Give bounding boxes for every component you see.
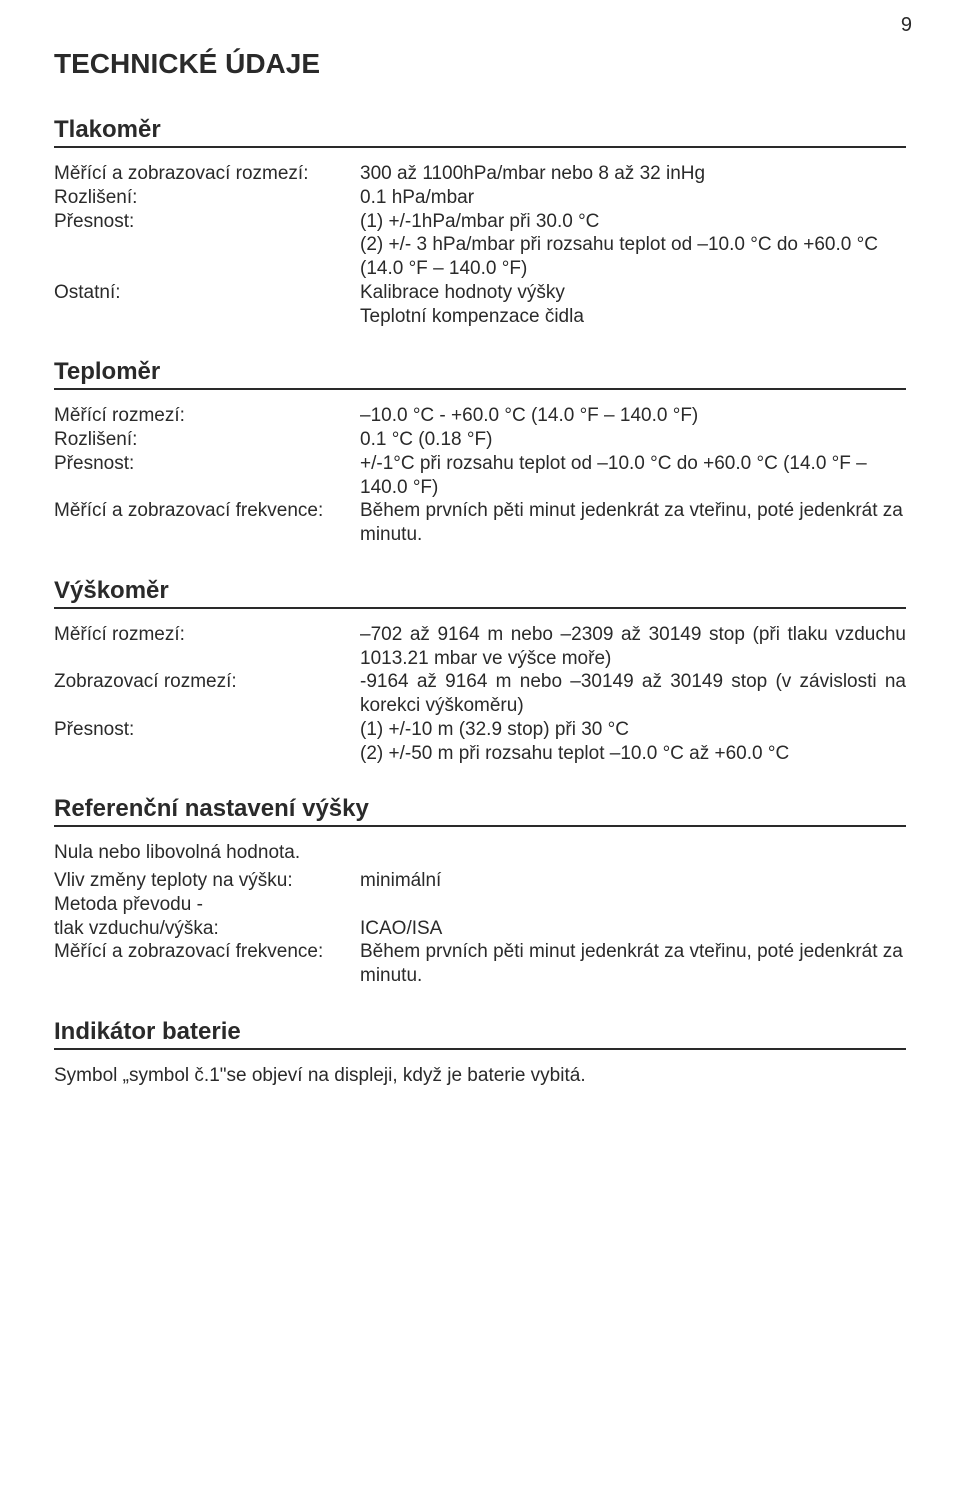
label: Ostatní:: [54, 281, 360, 305]
label-empty: [54, 233, 360, 281]
value: 300 až 1100hPa/mbar nebo 8 až 32 inHg: [360, 162, 906, 186]
value: minimální: [360, 869, 906, 893]
value: –10.0 °C - +60.0 °C (14.0 °F – 140.0 °F): [360, 404, 906, 428]
value: 0.1 hPa/mbar: [360, 186, 906, 210]
label: Přesnost:: [54, 718, 360, 742]
label-empty: [54, 742, 360, 766]
value: Teplotní kompenzace čidla: [360, 305, 906, 329]
label: Měřící rozmezí:: [54, 404, 360, 428]
value: 0.1 °C (0.18 °F): [360, 428, 906, 452]
reference-heading: Referenční nastavení výšky: [54, 795, 906, 823]
value: (1) +/-1hPa/mbar při 30.0 °C: [360, 210, 906, 234]
page-title: TECHNICKÉ ÚDAJE: [54, 48, 906, 80]
section-barometer: Tlakoměr Měřící a zobrazovací rozmezí: 3…: [54, 116, 906, 328]
value-empty: [360, 893, 906, 917]
value: (2) +/- 3 hPa/mbar při rozsahu teplot od…: [360, 233, 906, 281]
section-battery: Indikátor baterie Symbol „symbol č.1"se …: [54, 1018, 906, 1088]
label: Měřící a zobrazovací frekvence:: [54, 499, 360, 547]
divider: [54, 825, 906, 827]
altimeter-heading: Výškoměr: [54, 577, 906, 605]
value: -9164 až 9164 m nebo –30149 až 30149 sto…: [360, 670, 906, 718]
value: +/-1°C při rozsahu teplot od –10.0 °C do…: [360, 452, 906, 500]
value: Kalibrace hodnoty výšky: [360, 281, 906, 305]
label: Rozlišení:: [54, 428, 360, 452]
label: Rozlišení:: [54, 186, 360, 210]
label-empty: [54, 305, 360, 329]
value: Během prvních pěti minut jedenkrát za vt…: [360, 940, 906, 988]
value: –702 až 9164 m nebo –2309 až 30149 stop …: [360, 623, 906, 671]
battery-heading: Indikátor baterie: [54, 1018, 906, 1046]
section-altimeter: Výškoměr Měřící rozmezí: –702 až 9164 m …: [54, 577, 906, 766]
label: Vliv změny teploty na výšku:: [54, 869, 360, 893]
barometer-heading: Tlakoměr: [54, 116, 906, 144]
label: Zobrazovací rozmezí:: [54, 670, 360, 718]
value: (1) +/-10 m (32.9 stop) při 30 °C: [360, 718, 906, 742]
value: ICAO/ISA: [360, 917, 906, 941]
value: (2) +/-50 m při rozsahu teplot –10.0 °C …: [360, 742, 906, 766]
divider: [54, 388, 906, 390]
value: Během prvních pěti minut jedenkrát za vt…: [360, 499, 906, 547]
divider: [54, 607, 906, 609]
label: Měřící a zobrazovací rozmezí:: [54, 162, 360, 186]
battery-text: Symbol „symbol č.1"se objeví na displeji…: [54, 1064, 906, 1088]
thermometer-heading: Teploměr: [54, 358, 906, 386]
label: tlak vzduchu/výška:: [54, 917, 360, 941]
divider: [54, 146, 906, 148]
label: Měřící rozmezí:: [54, 623, 360, 671]
label: Metoda převodu -: [54, 893, 360, 917]
label: Měřící a zobrazovací frekvence:: [54, 940, 360, 988]
label: Přesnost:: [54, 452, 360, 500]
label: Přesnost:: [54, 210, 360, 234]
page-number: 9: [901, 14, 912, 37]
divider: [54, 1048, 906, 1050]
section-reference: Referenční nastavení výšky Nula nebo lib…: [54, 795, 906, 988]
section-thermometer: Teploměr Měřící rozmezí: –10.0 °C - +60.…: [54, 358, 906, 547]
reference-intro: Nula nebo libovolná hodnota.: [54, 841, 906, 865]
